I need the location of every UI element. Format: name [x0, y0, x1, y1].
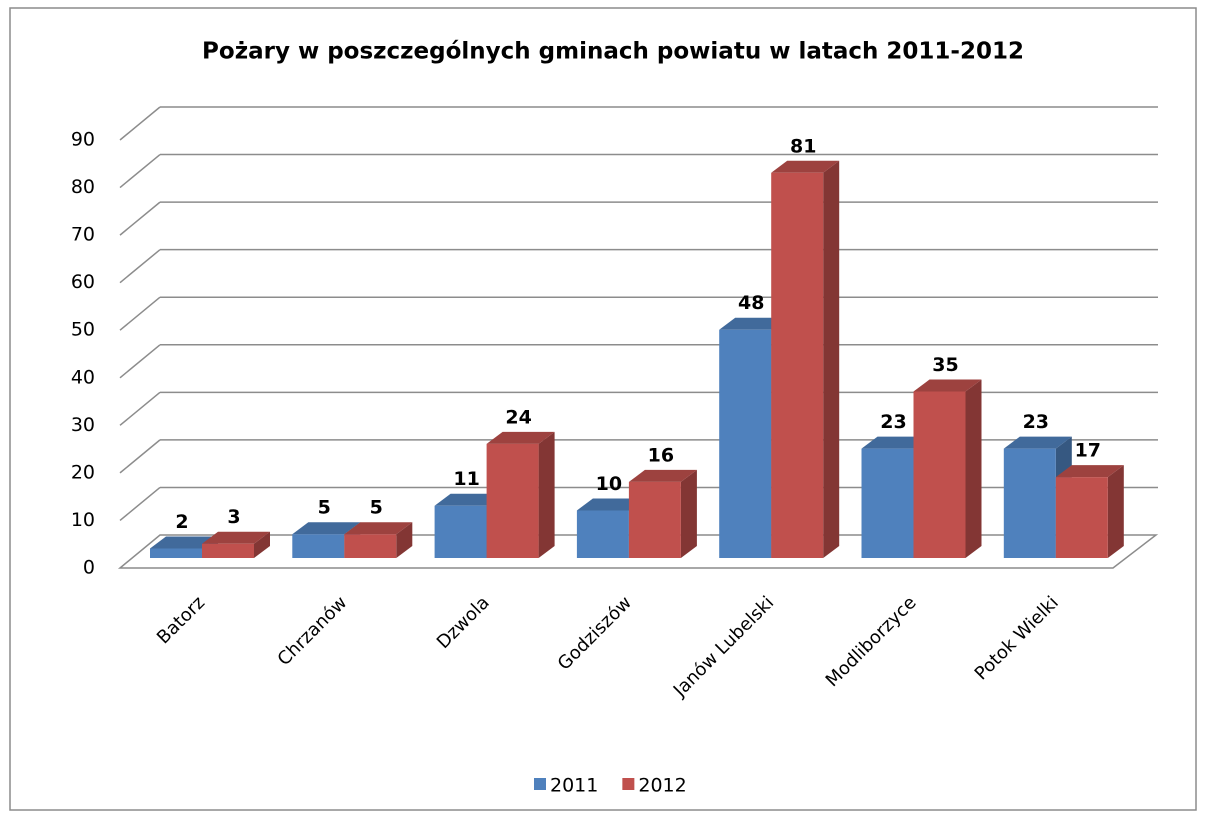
bar	[771, 160, 840, 559]
bar-front	[1055, 477, 1108, 558]
bar	[1055, 465, 1124, 558]
y-tick-label: 40	[71, 366, 95, 388]
y-tick-label: 0	[83, 557, 95, 579]
legend-swatch	[622, 778, 635, 790]
legend-label: 2012	[638, 775, 686, 797]
bar-top	[913, 379, 982, 392]
legend-swatch	[534, 778, 546, 790]
bar	[486, 431, 555, 558]
value-label: 2	[175, 511, 188, 533]
value-label: 35	[932, 354, 958, 376]
bar	[344, 522, 413, 558]
bar-top	[1055, 465, 1124, 478]
y-tick-label: 80	[71, 176, 95, 198]
value-label: 3	[227, 506, 240, 528]
y-tick-label: 90	[71, 129, 95, 151]
grid-line-depth	[119, 486, 161, 522]
value-label: 16	[648, 444, 674, 466]
bar	[913, 379, 982, 558]
bar-front	[434, 505, 487, 558]
bar-side	[823, 160, 840, 559]
value-label: 10	[596, 473, 622, 495]
y-tick-label: 10	[71, 509, 95, 531]
bar-front	[576, 510, 629, 558]
value-label: 5	[370, 497, 383, 519]
grid-line-depth	[119, 106, 161, 141]
bar-top	[719, 317, 788, 330]
value-label: 23	[880, 411, 906, 433]
bar-side	[965, 379, 982, 558]
y-tick-label: 30	[71, 414, 95, 436]
value-label: 17	[1075, 440, 1101, 462]
bar-top	[576, 498, 645, 511]
bar-front	[202, 543, 254, 558]
grid-line-depth	[119, 296, 161, 331]
grid-line-depth	[119, 201, 161, 236]
bar-front	[861, 448, 914, 558]
bar-front	[486, 443, 539, 558]
grid-line-depth	[119, 249, 161, 284]
legend-label: 2011	[550, 775, 598, 797]
bar-top	[150, 536, 218, 549]
chart-frame	[9, 7, 1197, 811]
bar-front	[719, 329, 772, 558]
grid-line-depth	[119, 344, 161, 379]
bar-side	[680, 469, 697, 558]
bar-top	[771, 160, 840, 173]
bar-front	[913, 391, 966, 558]
value-label: 23	[1023, 411, 1049, 433]
chart-title: Pożary w poszczególnych gminach powiatu …	[202, 39, 1024, 65]
value-label: 5	[318, 497, 331, 519]
bar-side	[1107, 465, 1124, 558]
bar-top	[628, 469, 697, 482]
value-label: 81	[790, 135, 816, 157]
bar-front	[150, 548, 202, 558]
bar-side	[254, 531, 270, 558]
y-tick-label: 70	[71, 224, 95, 246]
grid-line-depth	[119, 153, 161, 189]
value-label: 11	[453, 468, 479, 490]
bar-front	[1003, 448, 1056, 558]
grid-line-depth	[119, 439, 161, 474]
value-label: 48	[738, 292, 764, 314]
bar-side	[538, 431, 555, 558]
bar-top	[861, 436, 930, 449]
bar-front	[628, 481, 681, 558]
bar-top	[434, 493, 503, 506]
bar-front	[344, 534, 397, 558]
y-tick-label: 60	[71, 271, 95, 293]
grid-line-depth	[119, 391, 161, 426]
bar-top	[344, 522, 413, 535]
y-tick-label: 20	[71, 461, 95, 483]
value-label: 24	[505, 406, 531, 428]
bar-top	[292, 522, 361, 535]
bar-front	[292, 534, 345, 558]
bar-top	[202, 531, 270, 544]
bar	[202, 531, 270, 558]
bar-top	[486, 431, 555, 444]
bar-side	[396, 522, 413, 558]
y-tick-label: 50	[71, 319, 95, 341]
bar	[628, 469, 697, 558]
bar-top	[1003, 436, 1072, 449]
bar-front	[771, 172, 824, 559]
